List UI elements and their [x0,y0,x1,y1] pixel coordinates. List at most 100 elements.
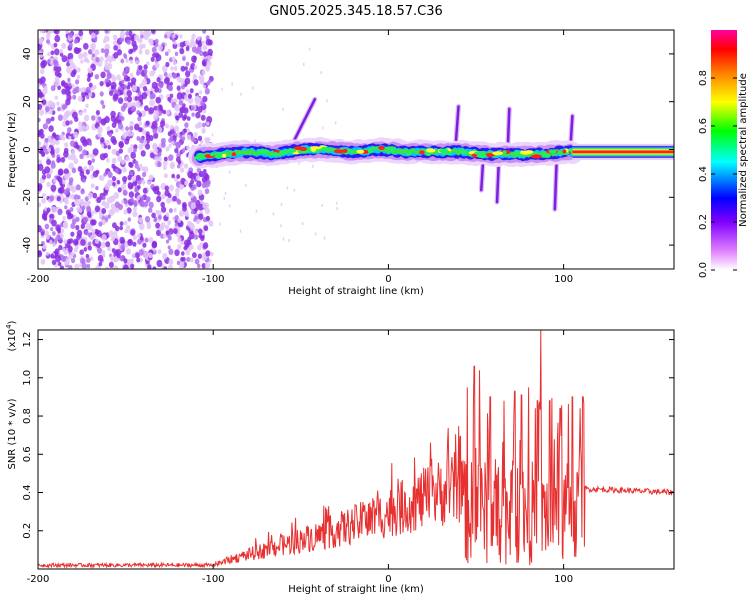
spectrogram-y-axis-label: Frequency (Hz) [7,112,18,188]
noise-dot [188,191,192,196]
faint-point [239,229,242,233]
noise-dot [106,126,111,132]
noise-dot [41,151,46,157]
noise-dot [40,231,45,236]
noise-dot [63,196,68,203]
noise-dot [59,265,65,269]
noise-dot [138,49,143,55]
noise-dot [108,261,114,268]
noise-dot [168,138,173,143]
noise-dot [91,115,96,121]
noise-dot [185,40,189,46]
noise-dot [38,88,42,95]
noise-dot [176,141,182,148]
noise-dot [51,110,56,115]
noise-dot [123,199,129,205]
noise-dot [131,84,138,92]
noise-dot [73,157,79,165]
track-hotspot [271,152,280,157]
noise-dot [197,40,203,47]
noise-dot [95,230,99,235]
noise-dot [97,254,104,262]
noise-dot [78,121,83,127]
noise-dot [166,110,170,116]
track-hotspot [438,148,449,153]
noise-dot [143,69,148,74]
noise-dot [40,76,46,84]
noise-dot [46,207,51,213]
noise-dot [175,187,180,194]
noise-dot [112,34,118,41]
faint-point [303,62,305,66]
noise-dot [168,154,174,161]
noise-dot [116,74,121,80]
faint-point [223,196,225,200]
noise-dot [200,114,206,121]
noise-dot [56,175,61,181]
noise-dot [57,106,61,112]
noise-dot [129,59,134,64]
faint-point [254,139,256,143]
noise-dot [77,95,83,102]
y-tick-label: 0 [22,146,33,152]
noise-dot [157,161,162,168]
noise-dot [183,163,189,169]
track-hotspot [217,152,223,157]
noise-dot [160,137,166,145]
noise-dot [67,52,74,60]
noise-dot [67,155,72,160]
noise-dot [50,50,55,56]
noise-dot [204,188,210,195]
noise-dot [62,179,66,185]
noise-dot [46,39,50,44]
noise-dot [145,143,151,150]
noise-dot [179,167,185,173]
noise-dot [172,195,178,202]
noise-dot [119,225,123,231]
noise-dot [142,86,148,92]
spectrogram-x-ticks: -200 -100 0 100 [27,30,573,285]
noise-dot [92,170,99,178]
noise-dot [62,216,66,221]
noise-dot [44,223,50,230]
noise-dot [166,197,171,204]
faint-point [301,222,304,226]
noise-dot [198,228,203,235]
noise-dot [155,222,161,229]
noise-dot [179,264,184,269]
noise-dot [75,144,80,150]
track-hotspot [297,149,310,154]
noise-dot [47,51,51,57]
noise-dot [53,65,59,72]
noise-dot [173,228,178,235]
noise-dot [57,114,64,121]
noise-region [38,30,338,269]
noise-dot [144,74,148,80]
noise-dot [129,120,134,127]
noise-dot [75,79,80,85]
noise-dot [151,46,157,53]
noise-dot [153,217,157,223]
noise-dot [174,249,180,257]
faint-point [280,224,282,228]
noise-dot [94,238,100,244]
noise-dot [176,174,181,179]
noise-dot [153,147,158,154]
noise-dot [106,55,112,62]
noise-dot [151,241,158,249]
noise-dot [65,85,70,92]
noise-dot [59,186,65,194]
noise-dot [49,195,54,202]
noise-dot [125,248,131,255]
noise-dot [75,224,80,231]
noise-dot [105,82,110,88]
noise-dot [133,144,138,150]
noise-dot [189,244,194,250]
noise-dot [118,148,124,154]
noise-dot [122,189,128,196]
noise-dot [126,224,131,230]
colorbar: 0.0 0.2 0.4 0.6 0.8 Normalized spectral ampl… [698,30,749,278]
noise-dot [107,144,111,150]
noise-dot [47,59,51,64]
noise-dot [104,30,109,34]
